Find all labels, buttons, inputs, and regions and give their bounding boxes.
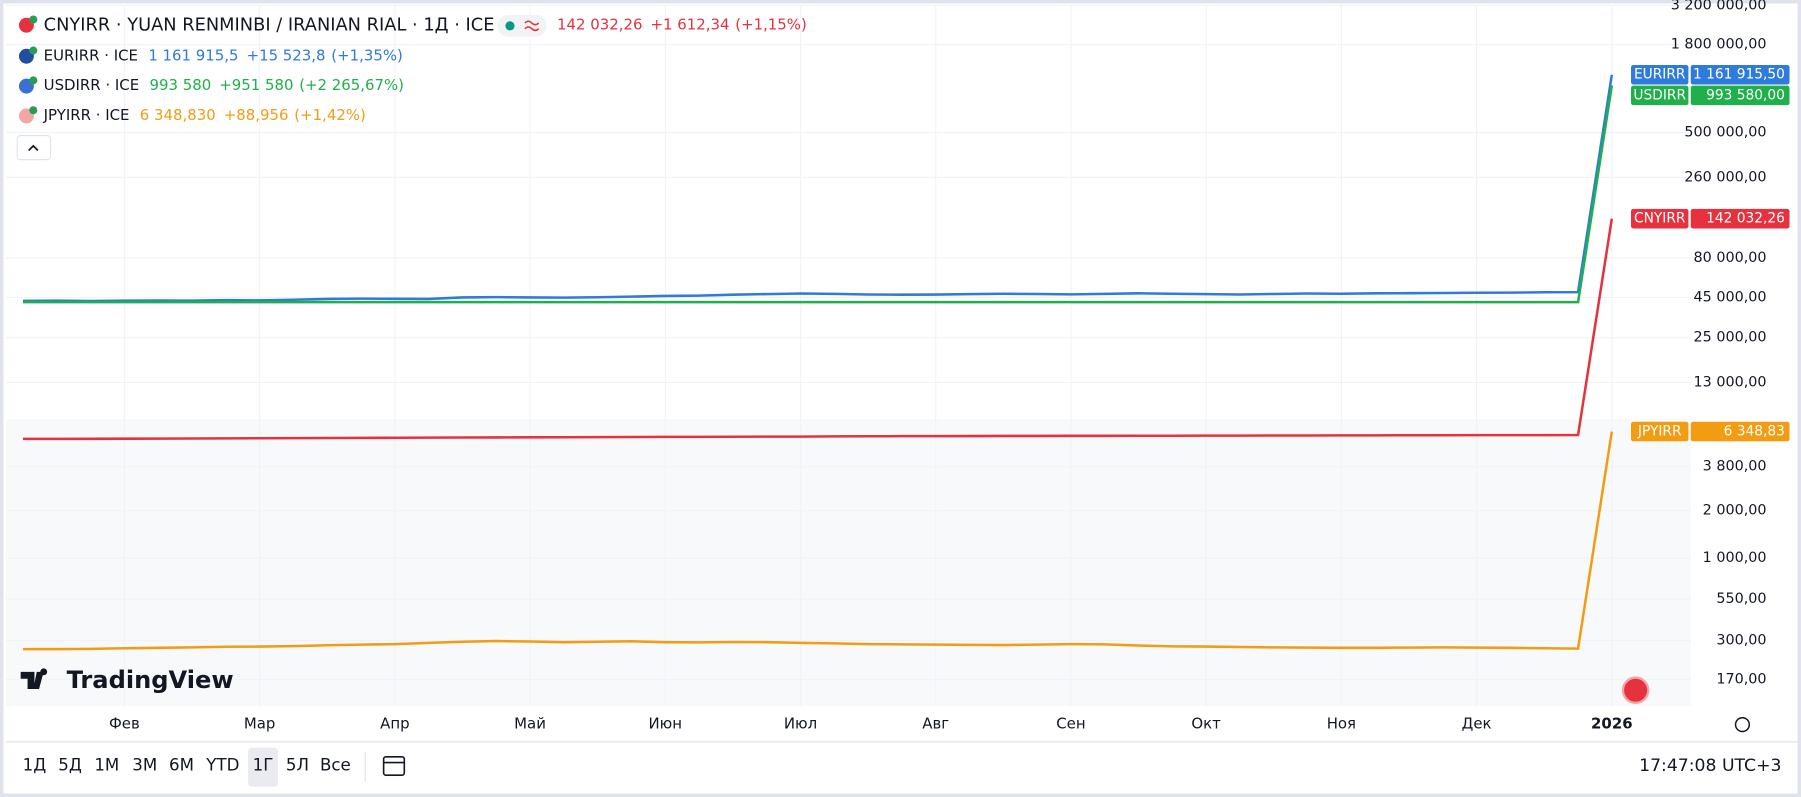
brand: TradingView [67,666,234,694]
legend-row: EURIRR · ICE 1 161 915,5 +15 523,8 (+1,35%) [44,46,403,64]
price-tag-value: 142 032,26 [1706,211,1785,227]
status-dot [505,21,515,31]
x-tick-label: Сен [1056,715,1085,733]
price-tag-value: 993 580,00 [1706,87,1785,103]
series-line [22,431,1614,651]
price-tag-bg [1690,85,1790,106]
y-tick-label: 13 000,00 [1694,374,1767,390]
price-tag-name: EURIRR [1634,67,1686,83]
logo: TradingView [20,666,234,694]
price-tag-name: USDIRR [1633,87,1686,103]
y-tick-label: 2 000,00 [1703,503,1767,519]
price-tag-value: 6 348,83 [1724,424,1785,440]
flag-icon [29,76,38,85]
price-tag-bg [1690,421,1790,442]
legend-text: 1 161 915,5 [148,46,238,64]
legend-text: (+1,15%) [735,15,807,33]
calendar-icon[interactable] [382,756,406,776]
range-button[interactable]: 1Д [23,755,47,774]
legend-text: +1 612,34 [651,15,730,33]
x-tick-label: Дек [1462,715,1492,733]
series-line [22,74,1614,303]
price-tag-name-bg [1631,208,1689,229]
legend-text: 6 348,830 [140,106,216,124]
legend-text: +88,956 [224,106,289,124]
x-tick-label: Фев [109,715,140,733]
price-tag-name: JPYIRR [1637,424,1682,440]
legend-text: JPYIRR · ICE [43,106,130,124]
flag-icon [29,106,38,115]
range-button[interactable]: 3М [132,755,157,774]
y-tick-label: 1 800 000,00 [1671,37,1767,53]
y-tick-label: 80 000,00 [1694,250,1767,266]
collapse-icon [28,144,39,152]
price-tag-name: CNYIRR [1634,211,1686,227]
legend-text: (+1,35%) [331,46,403,64]
x-tick-label: 2026 [1591,715,1633,733]
x-tick-label: Июл [784,715,817,733]
range-button[interactable]: Все [320,755,351,774]
y-tick-label: 3 800,00 [1703,459,1767,475]
range-button[interactable]: 5Л [286,755,309,774]
price-tag-name-bg [1631,64,1689,85]
range-button[interactable]: YTD [205,755,239,774]
y-tick-label: 1 000,00 [1703,550,1767,566]
legend-text: USDIRR · ICE [44,76,140,94]
price-tag-bg [1690,208,1790,229]
y-tick-label: 260 000,00 [1684,169,1766,185]
legend-text: EURIRR · ICE [44,46,138,64]
y-tick-label: 500 000,00 [1684,124,1766,140]
range-button[interactable]: 1М [94,755,119,774]
price-tag-bg [1690,64,1790,85]
price-tag-value: 1 161 915,50 [1693,67,1785,83]
event-flag[interactable] [1621,676,1650,704]
x-tick-label: Мар [244,715,276,733]
series-line [22,218,1614,441]
legend-row: 142 032,26 +1 612,34 (+1,15%) [557,15,807,33]
y-tick-label: 170,00 [1716,672,1766,688]
x-tick-label: Авг [922,715,949,733]
range-button[interactable]: 6М [169,755,194,774]
series-line [22,85,1614,304]
y-tick-label: 300,00 [1716,633,1766,649]
plot-shade [5,419,1691,707]
legend-row: CNYIRR · YUAN RENMINBI / IRANIAN RIAL · … [44,14,495,35]
settings-icon[interactable] [1734,717,1751,733]
range-selected-bg [248,747,278,787]
x-tick-label: Июн [649,715,682,733]
x-tick-label: Апр [380,715,409,733]
legend-text: +951 580 [219,76,293,94]
y-tick-label: 45 000,00 [1694,289,1767,305]
x-tick-label: Май [514,715,546,733]
legend-text: 142 032,26 [557,15,642,33]
legend-text: (+2 265,67%) [299,76,404,94]
x-tick-label: Ноя [1327,715,1356,733]
flag-icon [29,15,38,24]
price-tag-name-bg [1631,85,1689,106]
y-tick-label: 550,00 [1716,591,1766,607]
y-tick-label: 25 000,00 [1694,330,1767,346]
legend-row: USDIRR · ICE 993 580 +951 580 (+2 265,67%) [44,76,404,94]
x-tick-label: Окт [1191,715,1221,733]
legend-text: (+1,42%) [294,106,366,124]
legend-row: JPYIRR · ICE 6 348,830 +88,956 (+1,42%) [43,106,366,124]
y-tick-label: 3 200 000,00 [1671,0,1767,13]
flag-icon [29,46,38,55]
legend-text: CNYIRR · YUAN RENMINBI / IRANIAN RIAL · … [44,14,495,35]
legend-text: +15 523,8 [247,46,326,64]
range-button[interactable]: 1Г [253,755,274,774]
status-pill [497,14,547,37]
clock: 17:47:08 UTC+3 [1639,756,1781,776]
price-tag-name-bg [1631,421,1689,442]
range-button[interactable]: 5Д [58,755,82,774]
legend-text: 993 580 [149,76,211,94]
status-approx [524,20,540,32]
